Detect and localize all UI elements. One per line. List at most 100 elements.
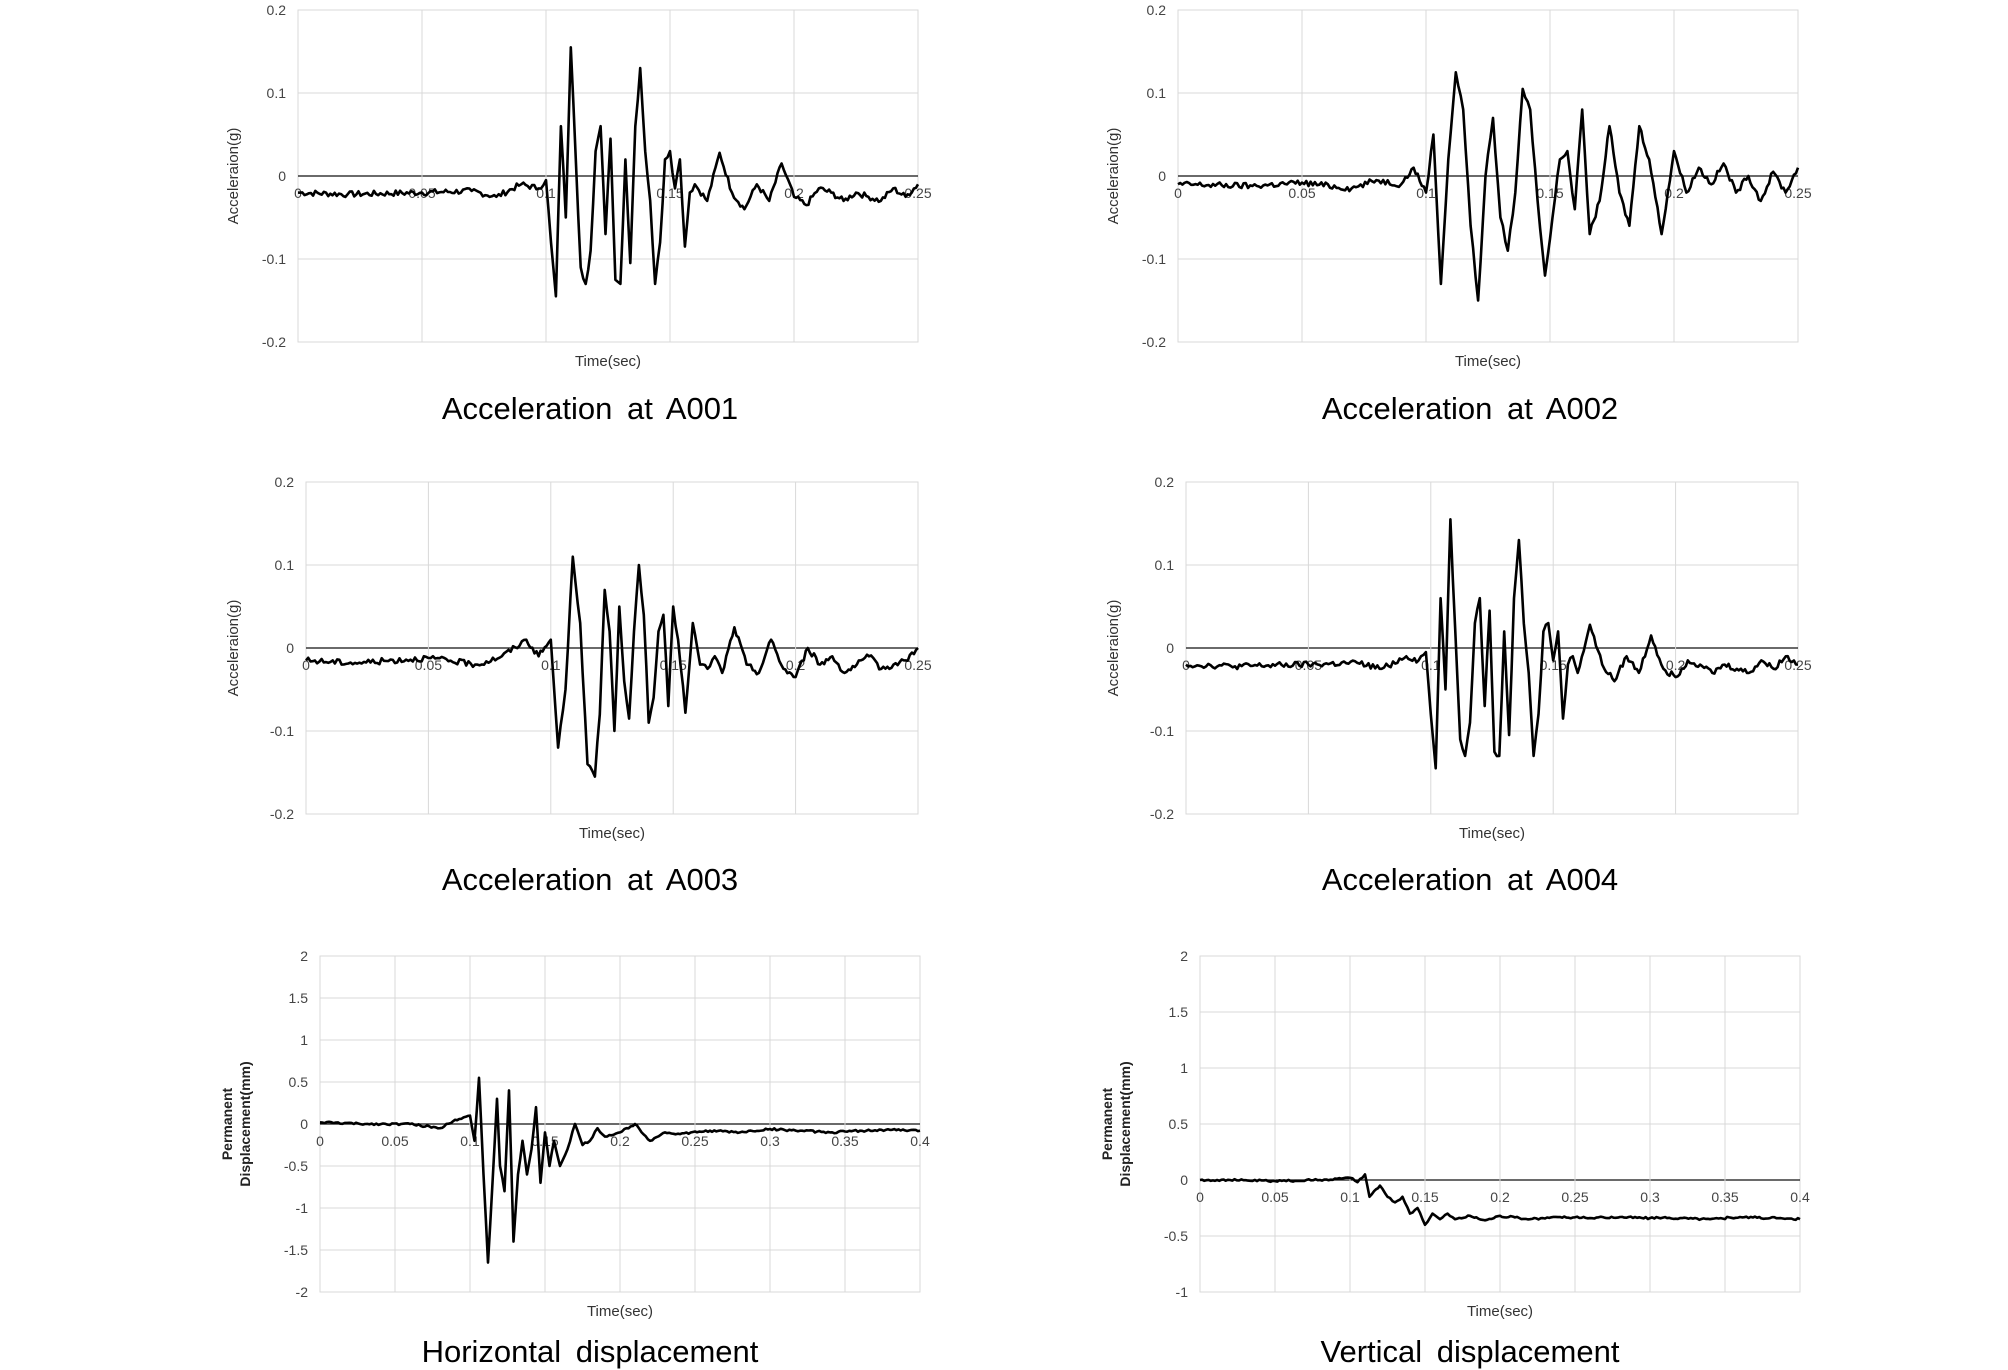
x-tick-label: 0.15 (660, 657, 687, 673)
x-tick-label: 0.2 (1666, 657, 1686, 673)
chart-caption-a002: Acceleration at A002 (1321, 391, 1619, 426)
x-tick-label: 0.1 (460, 1133, 480, 1149)
y-tick-label: 0 (1166, 640, 1174, 656)
y-axis-label: Acceleraion(g) (225, 600, 242, 697)
y-tick-label: 0.1 (1155, 557, 1175, 573)
x-tick-label: 0 (1174, 185, 1182, 201)
y-tick-label: 0.1 (1147, 85, 1167, 101)
y-tick-label: -0.5 (1164, 1228, 1188, 1244)
x-tick-label: 0.15 (1536, 185, 1563, 201)
x-tick-label: 0.25 (681, 1133, 708, 1149)
y-tick-label: 2 (1180, 948, 1188, 964)
x-axis-label: Time(sec) (1459, 825, 1525, 842)
x-tick-label: 0.1 (541, 657, 561, 673)
y-tick-label: 0.1 (267, 85, 287, 101)
y-axis-label: Acceleraion(g) (225, 128, 242, 225)
y-tick-label: -0.1 (1142, 251, 1166, 267)
y-tick-label: 0.2 (267, 2, 287, 18)
x-tick-label: 0 (302, 657, 310, 673)
y-tick-label: -0.2 (270, 806, 294, 822)
y-tick-label: 2 (300, 948, 308, 964)
x-tick-label: 0.35 (1711, 1189, 1738, 1205)
chart-panel-a001: 0.2 0.1 0 -0.1 -0.2 0 0.05 0.1 0.15 0.2 0.25 Time(s… (210, 0, 970, 426)
y-tick-label: 0 (278, 168, 286, 184)
x-axis-label: Time(sec) (575, 353, 641, 370)
x-tick-label: 0.05 (381, 1133, 408, 1149)
y-tick-label: 0.2 (1147, 2, 1167, 18)
x-axis-label: Time(sec) (579, 825, 645, 842)
y-tick-label: 0 (300, 1116, 308, 1132)
y-tick-label: -0.2 (1150, 806, 1174, 822)
y-tick-label: -0.1 (270, 723, 294, 739)
y-tick-label: 1 (1180, 1060, 1188, 1076)
series-line (1177, 71, 1800, 302)
chart-a003: 0.20.10-0.1-0.20 0.05 0.1 0.15 0.2 0.25Time(s… (225, 474, 932, 842)
x-tick-label: 0.4 (910, 1133, 930, 1149)
y-axis-label: Acceleraion(g) (1105, 600, 1122, 697)
x-tick-label: 0.2 (1490, 1189, 1510, 1205)
chart-panel-a002: 0.2 0.1 0 -0.1 -0.2 0 0.05 0.1 0.15 0.2 0.25 Time(s… (1090, 0, 1850, 426)
x-tick-label: 0.3 (760, 1133, 780, 1149)
y-axis-label: Permanent (1099, 1087, 1115, 1160)
x-tick-label: 0.3 (1640, 1189, 1660, 1205)
y-tick-label: 0.5 (289, 1074, 309, 1090)
chart-panel-a003: 0.2 0.1 0 -0.1 -0.2 0 0.05 0.1 0.15 0.2 0.25 Time(s… (210, 470, 970, 897)
x-tick-label: 0.05 (1261, 1189, 1288, 1205)
y-tick-label: -0.1 (262, 251, 286, 267)
chart-caption-vertical: Vertical displacement (1320, 1334, 1620, 1369)
y-tick-label: 0 (286, 640, 294, 656)
chart-a002: 0.20.10-0.1-0.20 0.05 0.1 0.15 0.2 0.25Time(s… (1105, 2, 1812, 370)
y-tick-label: -1 (296, 1200, 309, 1216)
x-tick-label: 0.25 (904, 657, 931, 673)
x-tick-label: 0.35 (831, 1133, 858, 1149)
y-tick-label: 1 (300, 1032, 308, 1048)
y-axis-label: Acceleraion(g) (1105, 128, 1122, 225)
x-tick-label: 0.15 (1411, 1189, 1438, 1205)
x-axis-label: Time(sec) (1467, 1303, 1533, 1320)
chart-panel-horizontal-displacement: 2 1.5 1 0.5 0 -0.5 -1 -1.5 -2 0 0.05 0.1 0.15 0.2 0.25… (210, 942, 970, 1369)
y-tick-label: 0.2 (275, 474, 295, 490)
y-tick-label: 0.2 (1155, 474, 1175, 490)
y-tick-label: -0.2 (262, 334, 286, 350)
y-tick-label: 0.1 (275, 557, 295, 573)
x-axis-label: Time(sec) (587, 1303, 653, 1320)
chart-a004: 0.20.10-0.1-0.20 0.05 0.1 0.15 0.2 0.25Time(s… (1105, 474, 1812, 842)
y-tick-label: -0.5 (284, 1158, 308, 1174)
y-tick-label: 1.5 (1169, 1004, 1189, 1020)
x-tick-label: 0.1 (1340, 1189, 1360, 1205)
chart-caption-horizontal: Horizontal displacement (421, 1334, 759, 1369)
x-tick-label: 0 (1196, 1189, 1204, 1205)
x-tick-label: 0.25 (1784, 185, 1811, 201)
chart-a001: 0.20.10-0.1-0.20 0.05 0.1 0.15 0.2 0.25Time(s… (225, 2, 932, 370)
series-line (319, 1076, 921, 1264)
series-line (1185, 518, 1799, 770)
x-tick-label: 0.05 (1288, 185, 1315, 201)
x-tick-label: 0.4 (1790, 1189, 1810, 1205)
y-tick-label: -1.5 (284, 1242, 308, 1258)
x-axis-label: Time(sec) (1455, 353, 1521, 370)
x-tick-label: 0 (316, 1133, 324, 1149)
chart-caption-a003: Acceleration at A003 (441, 862, 739, 897)
series-line (297, 46, 920, 298)
y-axis-label: Displacement(mm) (237, 1061, 253, 1186)
chart-caption-a004: Acceleration at A004 (1321, 862, 1619, 897)
y-axis-label: Permanent (219, 1087, 235, 1160)
x-tick-label: 0.25 (904, 185, 931, 201)
x-tick-label: 0.15 (656, 185, 683, 201)
y-tick-label: -2 (296, 1284, 309, 1300)
chart-horizontal-displacement: 21.510.50-0.5-1-1.5-20 0.05 0.1 0.15 0.2 0.25… (219, 948, 930, 1320)
y-tick-label: -0.2 (1142, 334, 1166, 350)
y-tick-label: 0.5 (1169, 1116, 1189, 1132)
series-line (305, 555, 919, 778)
chart-caption-a001: Acceleration at A001 (441, 391, 739, 426)
x-tick-label: 0.25 (1561, 1189, 1588, 1205)
y-tick-label: 1.5 (289, 990, 309, 1006)
y-tick-label: -0.1 (1150, 723, 1174, 739)
y-tick-label: -1 (1176, 1284, 1189, 1300)
x-tick-label: 0.2 (610, 1133, 630, 1149)
y-tick-label: 0 (1158, 168, 1166, 184)
series-line (1199, 1173, 1801, 1227)
chart-panel-a004: 0.2 0.1 0 -0.1 -0.2 0 0.05 0.1 0.15 0.2 0.25 Time(s… (1090, 470, 1850, 897)
y-tick-label: 0 (1180, 1172, 1188, 1188)
